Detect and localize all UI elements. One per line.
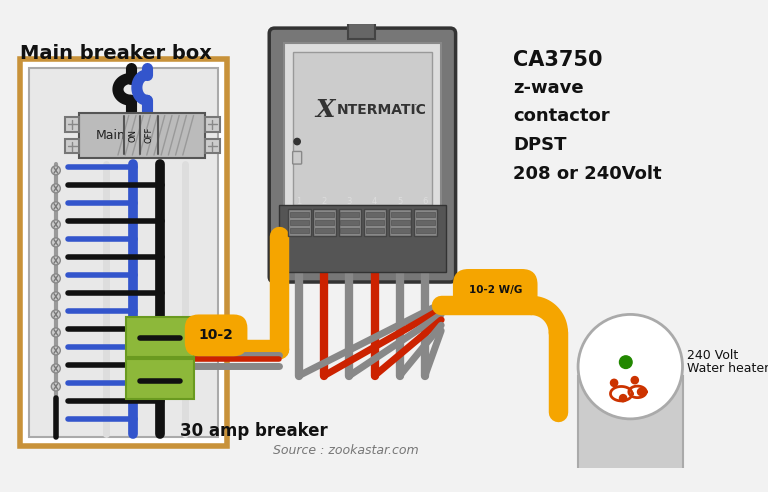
Bar — [364, 209, 386, 236]
Text: Main breaker box: Main breaker box — [20, 44, 212, 63]
Bar — [279, 205, 445, 272]
Circle shape — [51, 202, 61, 211]
Bar — [391, 220, 409, 225]
Circle shape — [51, 184, 61, 193]
Bar — [416, 220, 435, 225]
Text: 10-2 W/G: 10-2 W/G — [468, 285, 522, 295]
Text: 2: 2 — [322, 197, 326, 206]
Circle shape — [51, 310, 61, 319]
Text: ·: · — [414, 100, 418, 111]
Text: Water heater: Water heater — [687, 362, 768, 375]
Circle shape — [51, 166, 61, 175]
Text: DPST: DPST — [513, 136, 567, 154]
Bar — [205, 117, 220, 132]
Bar — [391, 212, 409, 217]
Bar — [414, 209, 437, 236]
Circle shape — [631, 376, 638, 384]
Circle shape — [51, 292, 61, 301]
Text: 3: 3 — [346, 197, 352, 206]
FancyBboxPatch shape — [283, 42, 441, 222]
Bar — [366, 220, 385, 225]
Bar — [65, 117, 79, 132]
Text: 6: 6 — [422, 197, 428, 206]
Bar — [205, 139, 220, 153]
Text: 4: 4 — [372, 197, 377, 206]
Bar — [313, 209, 336, 236]
Circle shape — [51, 382, 61, 391]
Circle shape — [51, 238, 61, 247]
Bar — [290, 228, 309, 233]
FancyBboxPatch shape — [270, 28, 455, 282]
Bar — [126, 317, 194, 357]
Bar — [339, 209, 361, 236]
Text: 10-2: 10-2 — [199, 328, 233, 342]
Bar — [389, 209, 412, 236]
Circle shape — [620, 395, 627, 402]
Bar — [288, 209, 310, 236]
Text: contactor: contactor — [513, 107, 610, 125]
Bar — [29, 68, 218, 437]
Circle shape — [51, 220, 61, 229]
Text: X: X — [316, 98, 335, 122]
Circle shape — [611, 379, 617, 386]
Bar — [65, 139, 79, 153]
Bar — [366, 228, 385, 233]
Bar — [340, 220, 359, 225]
Text: ON: ON — [129, 129, 137, 142]
Bar — [290, 212, 309, 217]
Text: 5: 5 — [397, 197, 402, 206]
Bar — [290, 220, 309, 225]
Text: NTERMATIC: NTERMATIC — [336, 103, 427, 117]
Text: Source : zookastar.com: Source : zookastar.com — [273, 444, 419, 457]
Circle shape — [578, 314, 683, 419]
Circle shape — [51, 346, 61, 355]
Circle shape — [51, 274, 61, 283]
Circle shape — [294, 138, 300, 145]
Circle shape — [51, 328, 61, 337]
Bar — [315, 228, 334, 233]
Text: z-wave: z-wave — [513, 79, 584, 96]
Circle shape — [51, 256, 61, 265]
Text: 208 or 240Volt: 208 or 240Volt — [513, 165, 662, 183]
Bar — [340, 212, 359, 217]
Circle shape — [637, 388, 644, 396]
Circle shape — [51, 364, 61, 373]
Bar — [416, 228, 435, 233]
Text: 30 amp breaker: 30 amp breaker — [180, 423, 328, 440]
Text: 1: 1 — [296, 197, 302, 206]
Bar — [366, 212, 385, 217]
FancyBboxPatch shape — [293, 152, 302, 164]
Bar — [349, 23, 376, 39]
Bar — [578, 376, 683, 475]
Bar — [315, 220, 334, 225]
Bar — [340, 228, 359, 233]
Text: CA3750: CA3750 — [513, 50, 603, 70]
Bar — [20, 59, 227, 446]
Bar — [315, 212, 334, 217]
Bar — [416, 212, 435, 217]
Bar — [391, 228, 409, 233]
Bar — [126, 360, 194, 399]
Text: 240 Volt: 240 Volt — [687, 349, 738, 362]
Bar — [79, 113, 205, 158]
Bar — [293, 52, 432, 205]
Circle shape — [620, 356, 632, 369]
Text: OFF: OFF — [145, 127, 154, 144]
Text: Main: Main — [95, 129, 125, 142]
